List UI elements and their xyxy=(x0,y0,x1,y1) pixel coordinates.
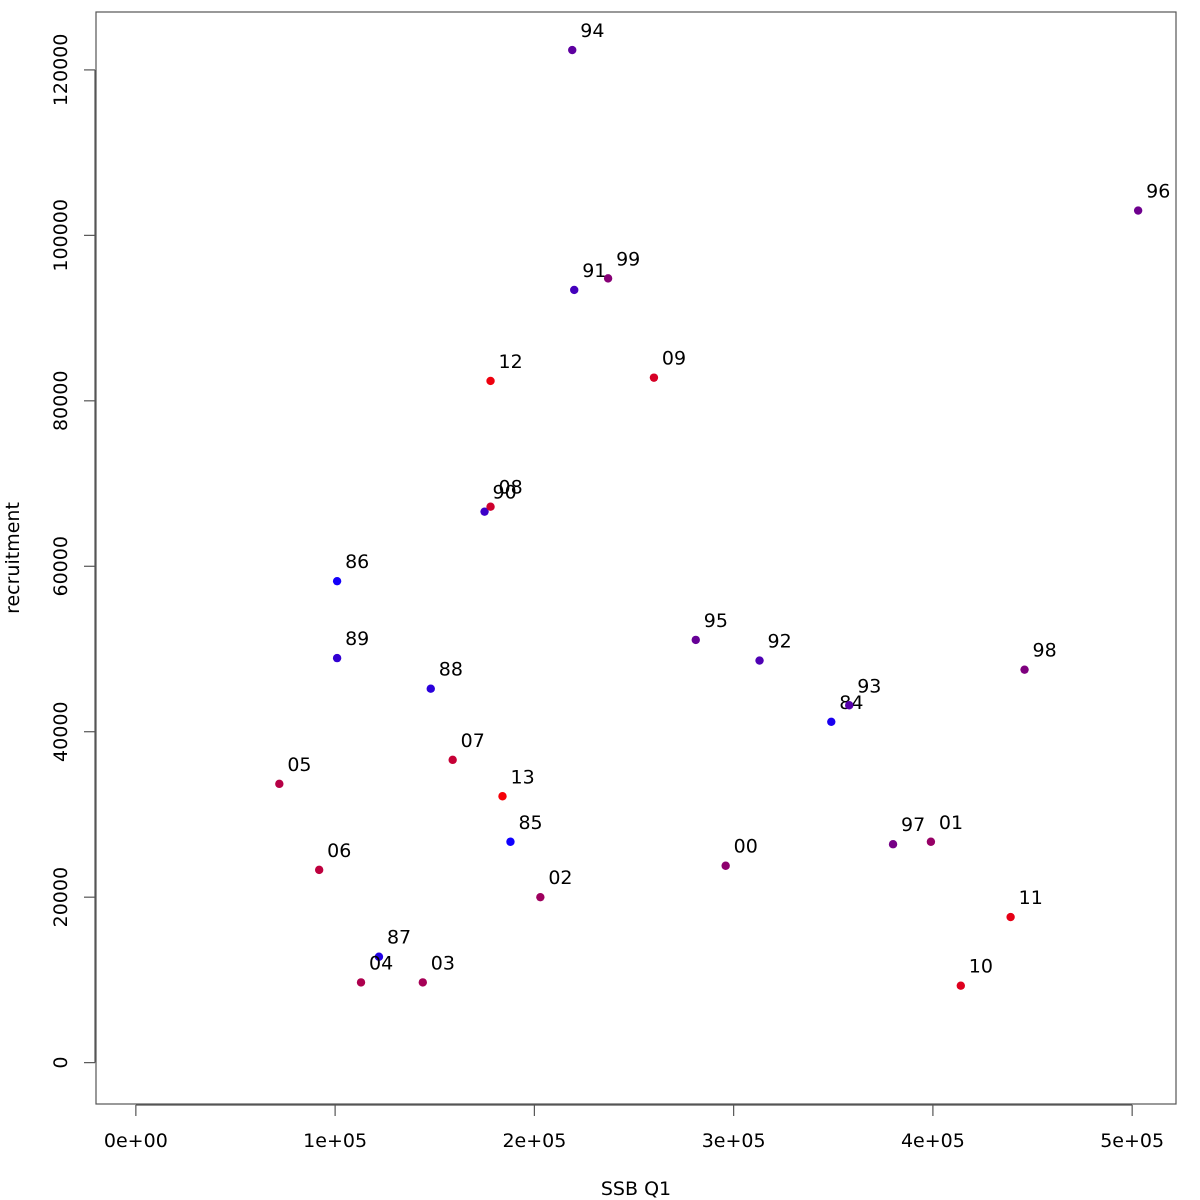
data-point-label: 06 xyxy=(327,840,351,862)
x-tick-label: 2e+05 xyxy=(502,1130,566,1152)
data-point xyxy=(506,837,515,846)
plot-area-frame xyxy=(95,11,1177,1105)
data-point xyxy=(418,978,427,987)
data-point-label: 93 xyxy=(857,675,881,697)
y-tick-label: 100000 xyxy=(50,199,72,272)
x-tick-label: 0e+00 xyxy=(104,1130,168,1152)
data-point-label: 03 xyxy=(431,952,455,974)
data-point-label: 00 xyxy=(734,836,758,858)
y-tick-label: 0 xyxy=(50,1057,72,1069)
data-point xyxy=(568,45,577,55)
data-point-label: 05 xyxy=(287,754,311,776)
x-tick-label: 5e+05 xyxy=(1100,1130,1164,1152)
data-point-label: 94 xyxy=(580,20,604,42)
data-point-label: 10 xyxy=(969,956,993,978)
data-point xyxy=(480,507,489,516)
data-point xyxy=(1133,206,1143,215)
y-axis-title: recruitment xyxy=(2,502,24,614)
data-point xyxy=(314,865,324,875)
y-tick-label: 60000 xyxy=(50,536,72,596)
data-point xyxy=(332,576,342,586)
y-axis: 0 20000 40000 60000 80000 100000 120000 xyxy=(50,34,96,1069)
x-axis: 0e+00 1e+05 2e+05 3e+05 4e+05 5e+05 xyxy=(104,1104,1164,1152)
data-point xyxy=(827,717,836,726)
data-point-label: 96 xyxy=(1146,181,1170,203)
data-point-label: 97 xyxy=(901,814,925,836)
data-point xyxy=(1020,665,1029,674)
data-point xyxy=(570,285,579,295)
data-point-label: 92 xyxy=(768,631,792,653)
data-point-label: 95 xyxy=(704,610,728,632)
y-tick-label: 120000 xyxy=(50,34,72,107)
data-point xyxy=(426,684,435,693)
data-point-label: 01 xyxy=(939,812,963,834)
x-tick-label: 4e+05 xyxy=(901,1130,965,1152)
data-point xyxy=(486,502,495,511)
data-point-label: 12 xyxy=(499,351,523,373)
data-point-label: 09 xyxy=(662,348,686,370)
data-point-label: 86 xyxy=(345,551,369,573)
data-point xyxy=(888,840,898,849)
data-point xyxy=(691,635,700,645)
x-axis-title: SSB Q1 xyxy=(601,1178,671,1200)
data-point-label: 88 xyxy=(439,659,463,681)
data-point-label: 85 xyxy=(518,812,542,834)
data-point xyxy=(956,981,965,990)
data-point xyxy=(755,656,764,665)
data-point xyxy=(356,978,366,987)
data-point-label: 08 xyxy=(499,477,523,499)
data-point-label: 07 xyxy=(461,730,485,752)
data-point xyxy=(536,892,545,902)
data-point-label: 91 xyxy=(582,260,606,282)
data-point-label: 02 xyxy=(548,867,572,889)
data-point-label: 11 xyxy=(1019,887,1043,909)
y-tick-label: 80000 xyxy=(50,371,72,431)
data-point xyxy=(332,653,342,663)
data-point xyxy=(926,837,936,846)
y-tick-label: 20000 xyxy=(50,867,72,927)
x-tick-label: 1e+05 xyxy=(303,1130,367,1152)
data-points: 8485868788899091929394959697989900010203… xyxy=(275,20,1170,990)
data-point-label: 04 xyxy=(369,952,393,974)
data-point-label: 98 xyxy=(1033,640,1057,662)
data-point xyxy=(649,373,659,382)
data-point-label: 13 xyxy=(510,766,534,788)
data-point xyxy=(374,952,384,961)
data-point-label: 89 xyxy=(345,628,369,650)
data-point-label: 90 xyxy=(493,482,517,504)
data-point xyxy=(448,755,457,765)
data-point-label: 99 xyxy=(616,248,640,270)
x-tick-label: 3e+05 xyxy=(702,1130,766,1152)
data-point xyxy=(603,274,613,283)
data-point xyxy=(845,701,854,710)
data-point xyxy=(498,792,507,801)
data-point-label: 87 xyxy=(387,927,411,949)
data-point xyxy=(486,376,495,386)
data-point xyxy=(721,861,730,870)
data-point xyxy=(1006,912,1015,922)
y-tick-label: 40000 xyxy=(50,702,72,762)
data-point xyxy=(275,779,284,789)
